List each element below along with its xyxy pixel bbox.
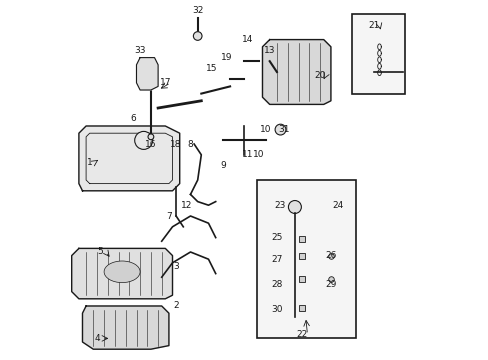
Text: 23: 23 — [274, 201, 285, 210]
Text: 11: 11 — [242, 150, 253, 159]
Text: 28: 28 — [271, 280, 282, 289]
Text: 24: 24 — [332, 201, 343, 210]
Text: 25: 25 — [271, 233, 282, 242]
Text: 1: 1 — [87, 158, 92, 166]
Text: 21: 21 — [367, 21, 379, 30]
Text: 13: 13 — [264, 46, 275, 55]
Text: 8: 8 — [187, 140, 193, 149]
Text: 33: 33 — [134, 46, 145, 55]
Text: 7: 7 — [166, 212, 171, 220]
Text: 18: 18 — [170, 140, 182, 149]
Polygon shape — [262, 40, 330, 104]
Text: 22: 22 — [296, 330, 307, 339]
Circle shape — [275, 124, 285, 135]
Text: 20: 20 — [314, 71, 325, 80]
Circle shape — [288, 201, 301, 213]
Text: 30: 30 — [270, 305, 282, 314]
Polygon shape — [136, 58, 158, 90]
Circle shape — [193, 32, 202, 40]
Text: 14: 14 — [242, 35, 253, 44]
Text: 2: 2 — [173, 302, 179, 310]
Text: 12: 12 — [181, 201, 192, 210]
Ellipse shape — [104, 261, 140, 283]
Text: 3: 3 — [173, 262, 179, 271]
Text: 32: 32 — [192, 6, 203, 15]
Text: 26: 26 — [325, 251, 336, 260]
Text: 6: 6 — [130, 114, 136, 123]
Polygon shape — [82, 306, 168, 349]
Text: 10: 10 — [260, 125, 271, 134]
Text: 19: 19 — [220, 53, 232, 62]
Text: 17: 17 — [159, 78, 171, 87]
Text: 15: 15 — [206, 64, 218, 73]
Circle shape — [134, 131, 152, 149]
Text: 5: 5 — [98, 248, 103, 256]
Bar — [352, 14, 404, 94]
Circle shape — [148, 134, 153, 140]
Text: 31: 31 — [278, 125, 289, 134]
Text: 29: 29 — [325, 280, 336, 289]
Text: 4: 4 — [94, 334, 100, 343]
Bar — [257, 180, 355, 338]
Polygon shape — [72, 248, 172, 299]
Text: 10: 10 — [253, 150, 264, 159]
Text: 9: 9 — [220, 161, 225, 170]
Text: 16: 16 — [145, 140, 156, 149]
Polygon shape — [79, 126, 179, 191]
Text: 27: 27 — [271, 255, 282, 264]
